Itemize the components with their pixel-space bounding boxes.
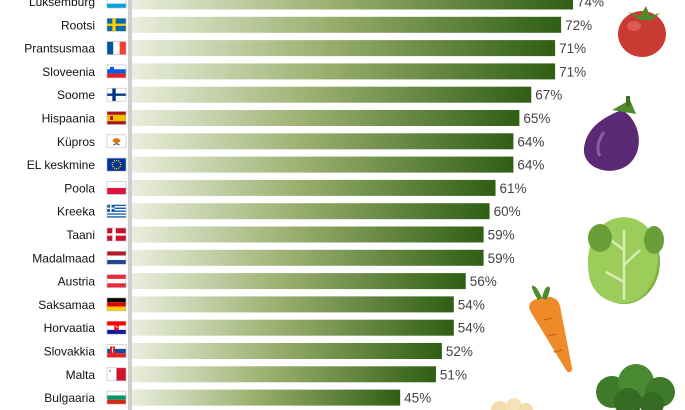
netherlands-flag (106, 251, 127, 265)
country-label: Küpros (57, 135, 95, 149)
bar-row: Rootsi 72% (61, 16, 592, 33)
left-strip (128, 0, 132, 410)
bar-row: EL keskmine 64% (27, 156, 544, 173)
value-label: 71% (559, 41, 586, 56)
bar (132, 156, 514, 173)
country-label: Bulgaaria (44, 391, 95, 405)
bar (132, 16, 562, 33)
value-label: 54% (458, 321, 485, 336)
finland-flag (106, 87, 127, 102)
country-label: Saksamaa (38, 298, 95, 312)
slovakia-flag (106, 344, 127, 358)
bar (132, 86, 532, 103)
bar (132, 63, 556, 80)
poland-flag (106, 181, 127, 195)
value-label: 61% (500, 181, 527, 196)
value-label: 64% (517, 134, 544, 149)
country-label: Sloveenia (42, 65, 95, 79)
value-label: 54% (458, 297, 485, 312)
bar-row: Slovakkia 52% (44, 343, 473, 359)
lettuce-icon (588, 217, 664, 304)
bar (132, 226, 484, 243)
bar-row: Austria 56% (58, 273, 497, 290)
bar (132, 0, 573, 10)
bar-row: Taani 59% (66, 226, 515, 243)
value-label: 45% (404, 391, 431, 406)
france-flag (106, 41, 127, 55)
sweden-flag (106, 17, 127, 32)
bar-row: Madalmaad 59% (32, 249, 515, 266)
value-label: 67% (535, 88, 562, 103)
bar (132, 40, 556, 57)
value-label: 56% (470, 274, 497, 289)
value-label: 52% (446, 344, 473, 359)
value-label: 64% (517, 158, 544, 173)
bar-row: Küpros 64% (57, 133, 544, 150)
bar (132, 179, 496, 196)
value-label: 60% (494, 204, 521, 219)
denmark-flag (106, 227, 127, 242)
croatia-flag (106, 320, 127, 335)
country-label: Malta (66, 368, 96, 382)
country-label: Slovakkia (44, 345, 96, 359)
bar-row: Saksamaa 54% (38, 296, 485, 313)
value-label: 59% (488, 251, 515, 266)
spain-flag (106, 111, 127, 125)
country-label: Taani (66, 228, 95, 242)
tomato-icon (618, 6, 666, 57)
country-label: EL keskmine (27, 158, 96, 172)
bar (132, 249, 484, 266)
bar (132, 110, 520, 126)
country-label: Rootsi (61, 18, 95, 32)
cyprus-flag (106, 134, 127, 149)
bulgaria-flag (106, 390, 127, 405)
bar-row: Horvaatia 54% (44, 319, 485, 336)
country-label: Prantsusmaa (24, 42, 95, 56)
value-label: 72% (565, 18, 592, 33)
carrot-icon (529, 285, 573, 373)
country-label: Hispaania (42, 112, 96, 126)
germany-flag (106, 297, 127, 312)
bar-row: Bulgaaria 45% (44, 389, 431, 406)
bar (132, 389, 401, 406)
greece-flag (106, 204, 127, 218)
bar-row: Poola 61% (64, 179, 527, 196)
value-label: 65% (523, 111, 550, 126)
country-label: Madalmaad (32, 251, 95, 265)
bar-row: Sloveenia 71% (42, 63, 586, 80)
bar (132, 273, 466, 290)
austria-flag (106, 274, 127, 288)
luxembourg-flag (106, 0, 127, 9)
country-label: Soome (57, 88, 95, 102)
country-label: Kreeka (57, 205, 95, 219)
value-label: 51% (440, 367, 467, 382)
bar-rows: Luksemburg 74%Rootsi 72%Prantsusmaa 71%Slov… (24, 0, 604, 406)
bar-row: Hispaania 65% (42, 110, 550, 126)
bar-row: Luksemburg 74% (29, 0, 604, 10)
bar-row: Prantsusmaa 71% (24, 40, 586, 57)
country-label: Poola (64, 181, 95, 195)
country-label: Luksemburg (29, 0, 95, 9)
country-label: Austria (58, 275, 96, 289)
cauliflower-icon (491, 398, 533, 410)
bar-row: Soome 67% (57, 86, 562, 103)
eggplant-icon (583, 96, 639, 171)
bar (132, 319, 454, 336)
value-label: 74% (577, 0, 604, 10)
country-label: Horvaatia (44, 321, 96, 335)
slovenia-flag (106, 64, 127, 79)
bar (132, 343, 442, 359)
value-label: 59% (488, 228, 515, 243)
malta-flag (106, 367, 127, 382)
bar (132, 133, 514, 150)
bar (132, 296, 454, 313)
bar-row: Malta 51% (66, 366, 467, 383)
eu-flag (106, 157, 127, 172)
value-label: 71% (559, 64, 586, 79)
bar (132, 203, 490, 220)
bar (132, 366, 436, 383)
bar-row: Kreeka 60% (57, 203, 521, 220)
broccoli-icon (596, 364, 675, 410)
